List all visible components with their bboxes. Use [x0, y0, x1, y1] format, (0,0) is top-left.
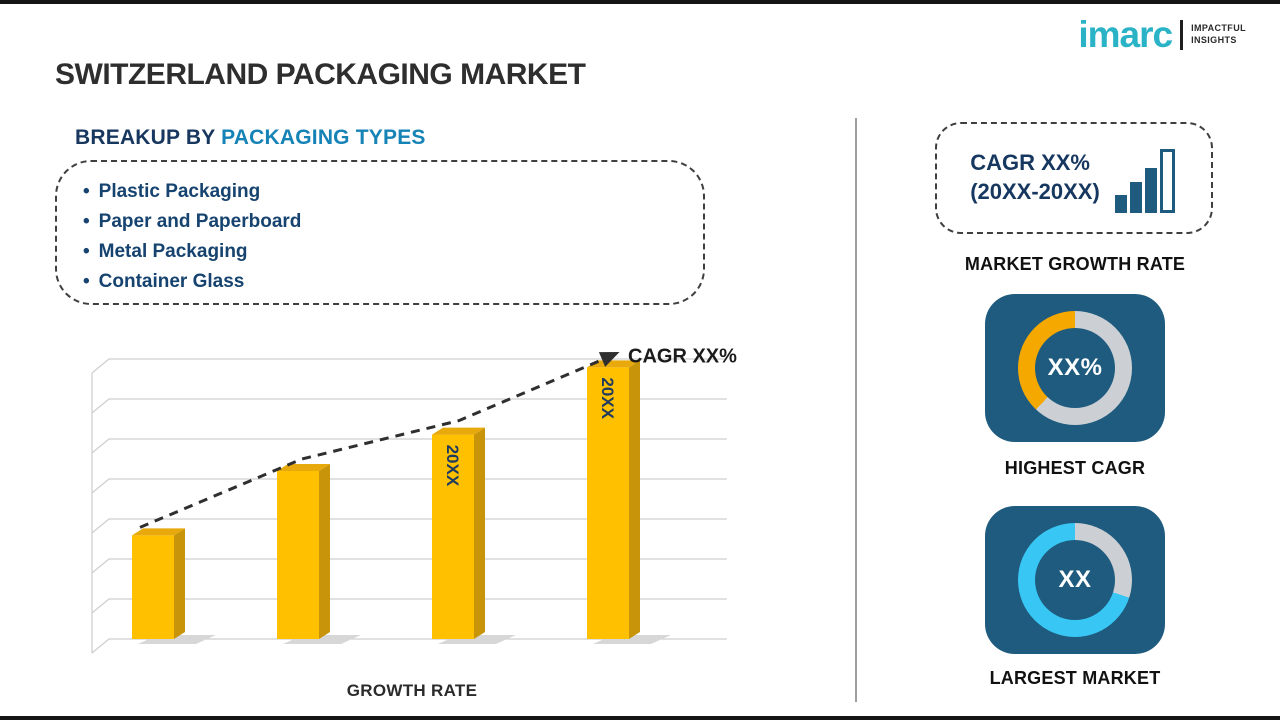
growth-bar-chart: 20XX 20XX CAGR XX% [91, 345, 737, 654]
market-growth-rate-caption: MARKET GROWTH RATE [964, 254, 1186, 274]
growth-chart-area: 20XX 20XX CAGR XX% GROWTH RATE [62, 334, 762, 701]
logo-tagline-line2: INSIGHTS [1191, 34, 1237, 45]
svg-text:20XX: 20XX [443, 445, 462, 487]
page-title: SWITZERLAND PACKAGING MARKET [55, 58, 586, 91]
cagr-card-text: CAGR XX% (20XX-20XX) [970, 149, 1100, 206]
svg-text:20XX: 20XX [598, 377, 617, 419]
highest-cagr-value: XX% [1035, 328, 1115, 408]
packaging-types-box: Plastic PackagingPaper and PaperboardMet… [55, 160, 705, 305]
packaging-type-item: Plastic Packaging [83, 177, 683, 207]
top-border [0, 0, 1280, 4]
vertical-divider [855, 118, 857, 702]
ascending-bars-icon [1114, 149, 1175, 213]
logo-tagline-line1: IMPACTFUL [1191, 22, 1246, 33]
svg-text:CAGR XX%: CAGR XX% [628, 345, 737, 367]
breakup-heading: BREAKUP BY PACKAGING TYPES [75, 126, 426, 150]
bottom-border [0, 716, 1280, 720]
highest-cagr-donut-chart: XX% [1018, 311, 1132, 425]
packaging-type-item: Metal Packaging [83, 237, 683, 267]
imarc-logo: imarc IMPACTFUL INSIGHTS [1078, 16, 1246, 53]
logo-brand-text: imarc [1078, 14, 1173, 55]
highest-cagr-caption: HIGHEST CAGR [1004, 458, 1146, 478]
largest-market-value: XX [1035, 540, 1115, 620]
packaging-type-item: Paper and Paperboard [83, 207, 683, 237]
highest-cagr-card: XX% [985, 294, 1165, 442]
packaging-types-list: Plastic PackagingPaper and PaperboardMet… [83, 177, 683, 297]
breakup-heading-accent: PACKAGING TYPES [221, 126, 426, 149]
cagr-line2: (20XX-20XX) [970, 179, 1100, 204]
packaging-type-item: Container Glass [83, 267, 683, 297]
cagr-line1: CAGR XX% [970, 150, 1090, 176]
largest-market-caption: LARGEST MARKET [989, 668, 1161, 688]
breakup-heading-prefix: BREAKUP BY [75, 126, 216, 149]
largest-market-card: XX [985, 506, 1165, 654]
chart-x-axis-label: GROWTH RATE [346, 681, 478, 700]
stats-column: CAGR XX% (20XX-20XX) MARKET GROWTH RATE … [880, 0, 1270, 720]
logo-divider [1180, 19, 1184, 50]
logo-tagline: IMPACTFUL INSIGHTS [1191, 23, 1246, 46]
largest-market-donut-chart: XX [1018, 523, 1132, 637]
market-growth-rate-card: CAGR XX% (20XX-20XX) [935, 122, 1213, 234]
